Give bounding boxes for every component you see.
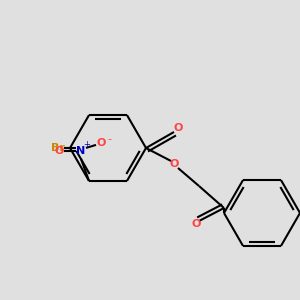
Text: O: O [173,123,183,133]
Text: Br: Br [51,143,65,153]
Text: N: N [76,146,85,156]
Text: -: - [107,134,111,144]
Text: O: O [96,138,106,148]
Text: O: O [169,159,179,169]
Text: O: O [54,146,64,156]
Text: O: O [191,219,201,229]
Text: +: + [84,140,90,149]
